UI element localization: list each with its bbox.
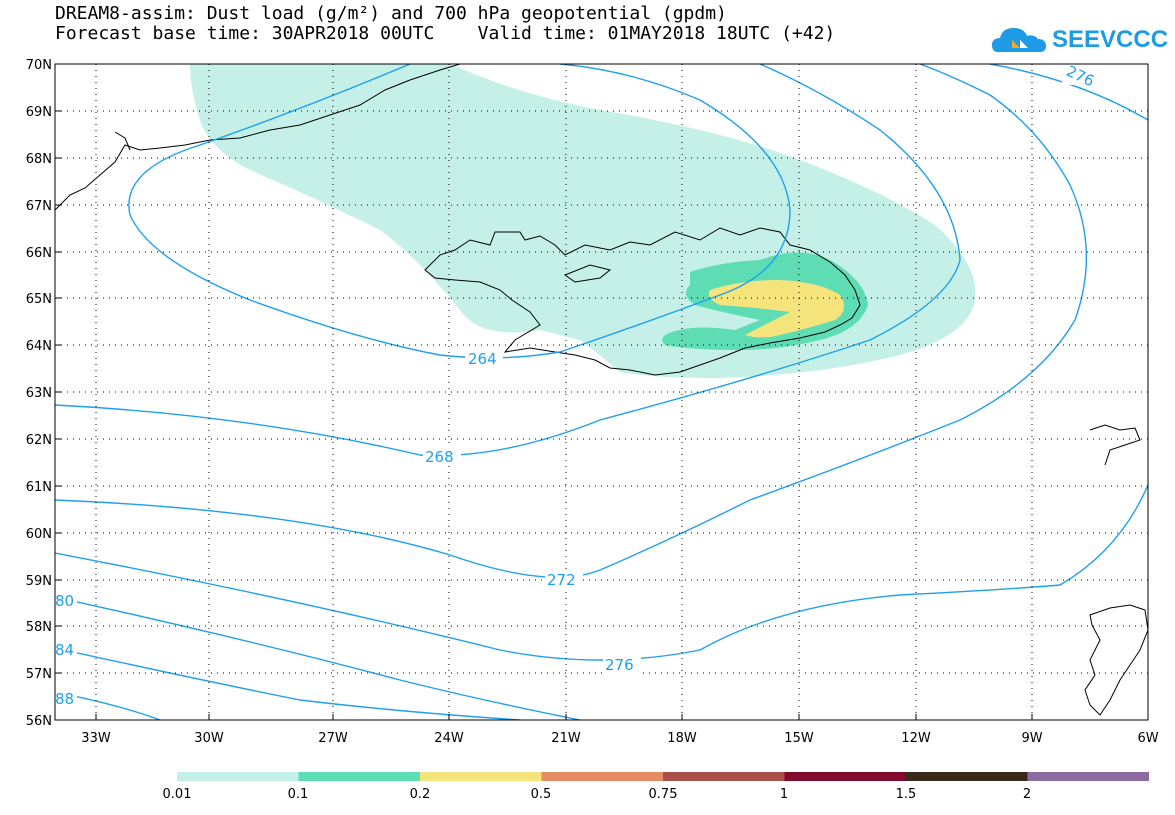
contour-label-276: 276 <box>605 656 634 674</box>
map-header: DREAM8-assim: Dust load (g/m²) and 700 h… <box>55 4 835 44</box>
contour-label-280: 80 <box>55 592 74 610</box>
coastline-scotland-norway <box>1084 424 1148 716</box>
colorbar-swatch-5 <box>784 772 906 781</box>
latitude-labels: 70N 69N 68N 67N 66N 65N 64N 63N 62N 61N … <box>26 58 52 729</box>
colorbar-swatch-4 <box>663 772 785 781</box>
lon-label-24w: 24W <box>434 731 464 746</box>
lon-label-27w: 27W <box>318 731 348 746</box>
lat-label-62n: 62N <box>26 433 52 448</box>
seevccc-logo: SEEVCCC <box>990 22 1168 58</box>
logo-text: SEEVCCC <box>1052 26 1169 53</box>
contour-label-276-ne: 276 <box>1064 62 1098 90</box>
colorbar-label-0.1: 0.1 <box>288 787 309 802</box>
contour-280 <box>55 596 581 720</box>
lat-label-61n: 61N <box>26 480 52 495</box>
lat-label-70n: 70N <box>26 58 52 73</box>
lat-label-57n: 57N <box>26 667 52 682</box>
contour-276-south <box>55 484 1148 661</box>
contour-284 <box>55 647 521 720</box>
coastline-iceland <box>424 227 861 376</box>
lat-label-60n: 60N <box>26 527 52 542</box>
longitude-labels: 33W 30W 27W 24W 21W 18W 15W 12W 9W 6W <box>81 731 1158 746</box>
lat-label-68n: 68N <box>26 152 52 167</box>
cloud-icon <box>992 28 1046 52</box>
colorbar-label-0.5: 0.5 <box>531 787 552 802</box>
contour-label-284: 84 <box>55 641 74 659</box>
colorbar-swatch-2 <box>420 772 542 781</box>
colorbar-label-0.01: 0.01 <box>163 787 192 802</box>
colorbar-swatch-1 <box>298 772 420 781</box>
lon-label-12w: 12W <box>901 731 931 746</box>
contour-label-264: 264 <box>468 350 497 368</box>
tick-marks <box>55 63 1033 721</box>
lat-label-65n: 65N <box>26 292 52 307</box>
title-line-1: DREAM8-assim: Dust load (g/m²) and 700 h… <box>55 3 727 24</box>
lat-label-67n: 67N <box>26 199 52 214</box>
lon-label-9w: 9W <box>1021 731 1042 746</box>
lon-label-30w: 30W <box>194 731 224 746</box>
contour-276-north <box>989 64 1148 121</box>
colorbar-label-0.2: 0.2 <box>410 787 431 802</box>
contour-label-288: 88 <box>55 690 74 708</box>
colorbar-label-1.5: 1.5 <box>896 787 917 802</box>
contour-label-272: 272 <box>547 571 576 589</box>
colorbar-label-1: 1 <box>780 787 788 802</box>
graticule <box>55 64 1148 720</box>
lon-label-6w: 6W <box>1137 731 1158 746</box>
dust-shade-0.2 <box>708 280 844 338</box>
colorbar-label-0.75: 0.75 <box>649 787 678 802</box>
lat-label-66n: 66N <box>26 246 52 261</box>
colorbar-swatch-3 <box>541 772 663 781</box>
colorbar-swatch-0 <box>177 772 299 781</box>
lat-label-63n: 63N <box>26 386 52 401</box>
lat-label-59n: 59N <box>26 574 52 589</box>
contour-label-268: 268 <box>425 448 454 466</box>
colorbar-label-2: 2 <box>1023 787 1031 802</box>
lat-label-58n: 58N <box>26 620 52 635</box>
contour-272 <box>55 64 1087 578</box>
colorbar-swatch-6 <box>906 772 1028 781</box>
title-line-2: Forecast base time: 30APR2018 00UTC Vali… <box>55 23 836 44</box>
lat-label-64n: 64N <box>26 339 52 354</box>
colorbar-swatch-7 <box>1027 772 1149 781</box>
lon-label-15w: 15W <box>784 731 814 746</box>
lon-label-33w: 33W <box>81 731 111 746</box>
lon-label-21w: 21W <box>551 731 581 746</box>
lat-label-69n: 69N <box>26 105 52 120</box>
colorbar: 0.01 0.1 0.2 0.5 0.75 1 1.5 2 <box>163 772 1149 802</box>
contour-268 <box>55 64 961 457</box>
lon-label-18w: 18W <box>667 731 697 746</box>
coastline-greenland <box>55 64 461 211</box>
map-area: 276 264 268 272 276 80 84 88 <box>55 62 1148 720</box>
lat-label-56n: 56N <box>26 714 52 729</box>
